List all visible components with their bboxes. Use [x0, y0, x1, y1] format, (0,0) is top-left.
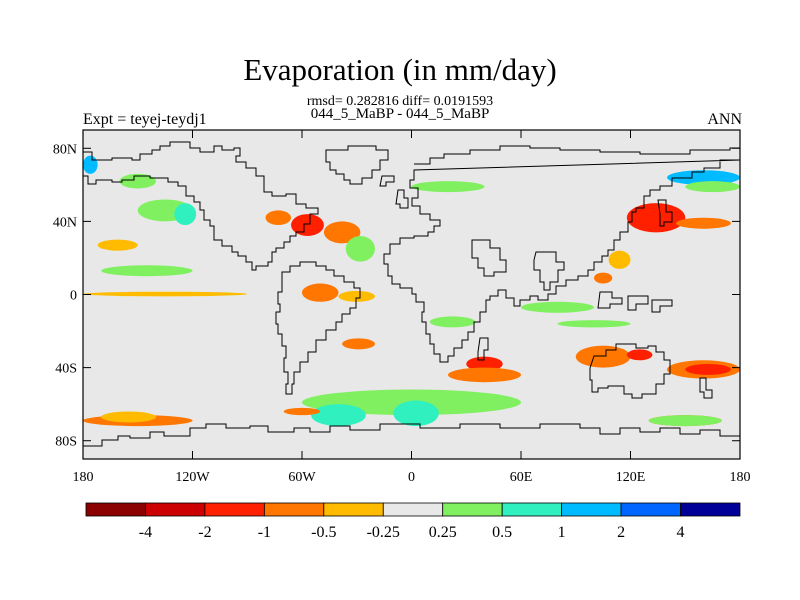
anomaly-region-29: [676, 217, 731, 229]
anomaly-layer: [83, 155, 740, 427]
anomaly-region-13: [342, 338, 376, 350]
anomaly-region-14: [429, 316, 476, 328]
anomaly-region-19: [393, 400, 439, 427]
coastline-layer: [83, 141, 740, 447]
coastline-new-zealand: [699, 377, 713, 399]
colorbar-label-8: 2: [617, 524, 625, 541]
coastline-australia: [589, 343, 671, 399]
colorbar-swatch-8: [561, 502, 622, 517]
colorbar-label-2: -1: [258, 524, 271, 541]
anomaly-region-6: [291, 214, 324, 237]
coastline-iceland: [379, 175, 395, 187]
anomaly-region-18: [311, 404, 366, 427]
anomaly-region-7: [323, 221, 361, 244]
x-tick-label-1: 120W: [175, 470, 210, 485]
anomaly-region-32: [667, 170, 740, 185]
anomaly-region-22: [283, 407, 321, 416]
coastline-arabia: [471, 239, 507, 277]
x-axis: 180 120W 60W 0 60E 120E 180: [73, 130, 751, 485]
coastline-greenland: [325, 145, 389, 185]
anomaly-region-34: [521, 301, 594, 313]
colorbar-swatch-2: [204, 502, 265, 517]
x-tick-label-2: 60W: [288, 470, 316, 485]
colorbar-label-6: 0.5: [492, 524, 512, 541]
coastline-british-isles: [395, 189, 409, 209]
anomaly-region-10: [101, 265, 193, 277]
colorbar-label-4: -0.25: [367, 524, 400, 541]
season-label: ANN: [707, 111, 742, 128]
anomaly-region-9: [83, 291, 248, 297]
colorbar-label-1: -2: [198, 524, 211, 541]
anomaly-region-0: [83, 155, 98, 174]
anomaly-region-24: [626, 349, 653, 361]
y-tick-label-3: 40S: [55, 362, 77, 377]
x-tick-label-3: 0: [408, 470, 415, 485]
coastline-madagascar: [477, 337, 489, 361]
x-tick-label-4: 60E: [510, 470, 533, 485]
colorbar-label-3: -0.5: [311, 524, 336, 541]
y-tick-label-2: 0: [70, 289, 77, 304]
anomaly-region-36: [411, 181, 485, 193]
anomaly-region-12: [338, 290, 375, 302]
y-tick-label-1: 40N: [53, 215, 77, 230]
anomaly-region-3: [174, 203, 197, 226]
anomaly-region-5: [265, 210, 292, 226]
anomaly-region-15: [466, 356, 503, 372]
colorbar-swatch-3: [263, 502, 325, 517]
coastline-india: [533, 251, 565, 291]
coastline-eurasia-africa: [383, 145, 740, 363]
x-tick-label-6: 180: [730, 470, 751, 485]
colorbar-swatch-7: [501, 502, 563, 517]
coastline-south-america: [275, 261, 361, 395]
y-tick-label-4: 80S: [55, 435, 77, 450]
colorbar-label-0: -4: [139, 524, 152, 541]
anomaly-region-30: [608, 250, 631, 269]
anomaly-region-1: [119, 173, 156, 189]
anomaly-region-33: [685, 181, 740, 193]
colorbar-label-9: 4: [677, 524, 685, 541]
x-tick-label-0: 180: [73, 470, 94, 485]
coastline-north-america: [83, 141, 319, 271]
colorbar-swatch-6: [442, 502, 503, 517]
anomaly-region-28: [626, 203, 686, 233]
coastline-indonesia: [597, 291, 673, 313]
stats-line: rmsd= 0.282816 diff= 0.0191593: [306, 94, 494, 109]
y-axis: 80N 40N 0 40S 80S: [53, 142, 740, 450]
anomaly-region-16: [448, 367, 521, 383]
anomaly-region-11: [302, 283, 339, 302]
coastline-japan: [657, 199, 673, 227]
colorbar-swatch-0: [85, 502, 146, 517]
colorbar-swatch-4: [323, 502, 384, 517]
colorbar: -4 -2 -1 -0.5 -0.25 0.25 0.5 1 2 4: [85, 502, 741, 541]
colorbar-swatch-9: [620, 502, 681, 517]
chart-title: Evaporation (in mm/day): [243, 52, 557, 87]
anomaly-region-8: [345, 236, 375, 262]
anomaly-region-31: [594, 272, 613, 284]
anomaly-region-38: [648, 415, 722, 427]
anomaly-region-4: [97, 239, 138, 251]
coastline-antarctica: [83, 423, 740, 447]
y-tick-label-0: 80N: [53, 142, 77, 157]
anomaly-region-35: [557, 320, 631, 328]
colorbar-label-7: 1: [558, 524, 566, 541]
colorbar-swatch-10: [680, 502, 741, 517]
anomaly-region-23: [575, 345, 631, 368]
colorbar-label-5: 0.25: [429, 524, 457, 541]
chart-subtitle: 044_5_MaBP - 044_5_MaBP: [310, 106, 490, 122]
x-tick-label-5: 120E: [616, 470, 646, 485]
colorbar-swatch-5: [382, 502, 444, 517]
anomaly-region-21: [101, 411, 156, 423]
experiment-label: Expt = teyej-teydj1: [83, 111, 207, 128]
colorbar-swatch-1: [145, 502, 206, 517]
anomaly-region-26: [685, 363, 731, 375]
